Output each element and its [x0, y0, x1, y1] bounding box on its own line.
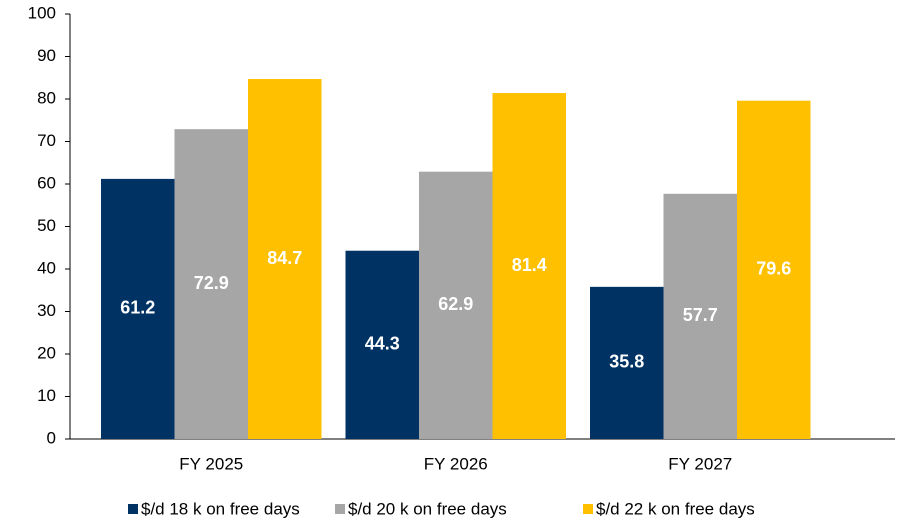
- y-tick-label: 10: [37, 386, 56, 405]
- legend-swatch: [583, 504, 593, 514]
- y-tick-label: 40: [37, 258, 56, 277]
- bar: [663, 193, 737, 439]
- y-tick-label: 100: [28, 3, 56, 22]
- value-label: 44.3: [365, 334, 400, 354]
- bar: [345, 250, 419, 439]
- bar: [419, 171, 493, 440]
- bar: [248, 79, 322, 440]
- y-tick-label: 50: [37, 216, 56, 235]
- bar: [737, 100, 811, 439]
- y-tick-label: 0: [47, 428, 56, 447]
- bar: [101, 178, 175, 439]
- bar: [174, 129, 248, 440]
- value-label: 61.2: [120, 298, 155, 318]
- legend-swatch: [128, 504, 138, 514]
- value-label: 57.7: [683, 305, 718, 325]
- y-tick-label: 80: [37, 88, 56, 107]
- x-tick-label: FY 2025: [179, 454, 243, 473]
- bar: [492, 93, 566, 440]
- value-label: 35.8: [609, 352, 644, 372]
- y-tick-label: 90: [37, 46, 56, 65]
- value-label: 72.9: [194, 273, 229, 293]
- legend-label: $/d 18 k on free days: [141, 499, 300, 518]
- y-tick-label: 30: [37, 301, 56, 320]
- value-label: 84.7: [267, 248, 302, 268]
- value-label: 79.6: [756, 259, 791, 279]
- legend-label: $/d 22 k on free days: [596, 499, 755, 518]
- y-tick-label: 60: [37, 173, 56, 192]
- x-tick-label: FY 2027: [668, 454, 732, 473]
- x-tick-label: FY 2026: [424, 454, 488, 473]
- value-label: 62.9: [438, 294, 473, 314]
- y-tick-label: 70: [37, 131, 56, 150]
- bar: [590, 286, 664, 439]
- legend-label: $/d 20 k on free days: [348, 499, 507, 518]
- y-tick-label: 20: [37, 343, 56, 362]
- legend-swatch: [335, 504, 345, 514]
- value-label: 81.4: [512, 255, 547, 275]
